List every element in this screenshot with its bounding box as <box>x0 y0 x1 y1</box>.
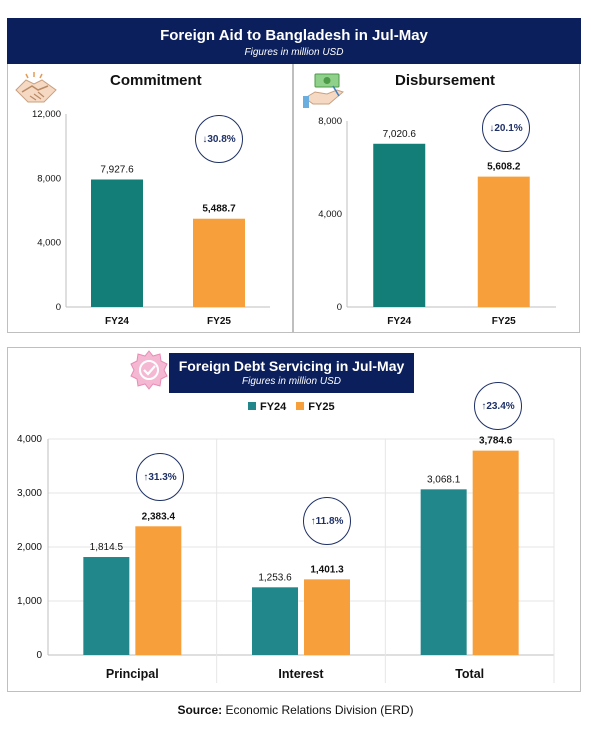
debt-value-label: 3,784.6 <box>479 436 513 447</box>
commitment-value-label: 5,488.7 <box>202 204 236 215</box>
money-hand-icon <box>303 73 344 108</box>
debt-bar-total-fy25 <box>472 450 519 655</box>
disbursement-value-label: 7,020.6 <box>383 129 417 140</box>
badge-check-icon <box>130 350 168 390</box>
disbursement-bar-fy24 <box>373 143 426 307</box>
debt-value-label: 2,383.4 <box>142 511 176 522</box>
debt-value-label: 3,068.1 <box>427 474 461 485</box>
aid-title: Foreign Aid to Bangladesh in Jul-May <box>160 27 428 44</box>
legend-fy25-label: FY25 <box>308 401 335 413</box>
disbursement-value-label: 5,608.2 <box>487 162 521 173</box>
debt-x-tick: Principal <box>106 667 159 681</box>
debt-x-tick: Total <box>455 667 484 681</box>
handshake-icon <box>15 72 57 103</box>
disbursement-y-tick: 4,000 <box>318 209 342 220</box>
commitment-x-tick: FY25 <box>207 316 231 327</box>
commitment-panel <box>7 64 293 333</box>
source-label: Source: <box>177 703 223 717</box>
legend-fy25: FY25 <box>296 401 335 413</box>
debt-y-tick: 2,000 <box>17 542 42 553</box>
debt-y-tick: 1,000 <box>17 596 42 607</box>
disbursement-y-tick: 8,000 <box>318 116 342 127</box>
debt-value-label: 1,401.3 <box>310 564 344 575</box>
debt-bar-principal-fy25 <box>135 526 182 655</box>
debt-bar-interest-fy25 <box>304 579 350 655</box>
commitment-bar-fy25 <box>193 218 245 307</box>
legend-fy24-swatch <box>248 402 256 410</box>
commitment-y-tick: 4,000 <box>37 238 61 249</box>
debt-value-label: 1,253.6 <box>258 572 292 583</box>
disbursement-panel <box>293 64 580 333</box>
debt-bar-principal-fy24 <box>83 557 130 655</box>
debt-x-tick: Interest <box>278 667 324 681</box>
debt-y-tick: 0 <box>36 650 42 661</box>
debt-banner: Foreign Debt Servicing in Jul-May Figure… <box>169 353 414 393</box>
debt-y-tick: 4,000 <box>17 434 42 445</box>
commitment-bar-fy24 <box>91 179 143 307</box>
commitment-x-tick: FY24 <box>105 316 129 327</box>
legend-fy24-label: FY24 <box>260 401 287 413</box>
debt-bar-total-fy24 <box>420 489 467 655</box>
disbursement-change-badge: ↓20.1% <box>482 104 530 152</box>
commitment-title: Commitment <box>110 72 202 89</box>
debt-y-tick: 3,000 <box>17 488 42 499</box>
disbursement-title: Disbursement <box>395 72 496 89</box>
interest-change-badge: ↑11.8% <box>303 497 351 545</box>
principal-change-badge: ↑31.3% <box>136 453 184 501</box>
debt-title: Foreign Debt Servicing in Jul-May <box>178 358 405 374</box>
debt-bar-interest-fy24 <box>252 587 298 655</box>
commitment-y-tick: 8,000 <box>37 173 61 184</box>
legend-fy25-swatch <box>296 402 305 410</box>
debt-subtitle: Figures in million USD <box>242 376 341 387</box>
disbursement-x-tick: FY25 <box>492 316 516 327</box>
source-note: Source: Economic Relations Division (ERD… <box>0 703 591 717</box>
debt-value-label: 1,814.5 <box>90 542 124 553</box>
debt-panel <box>7 347 581 692</box>
total-change-badge: ↑23.4% <box>474 382 522 430</box>
legend-fy24: FY24 <box>248 401 286 413</box>
source-text: Economic Relations Division (ERD) <box>225 703 414 717</box>
aid-subtitle: Figures in million USD <box>244 47 344 58</box>
commitment-value-label: 7,927.6 <box>100 164 134 175</box>
disbursement-x-tick: FY24 <box>387 316 411 327</box>
disbursement-y-tick: 0 <box>337 302 342 313</box>
commitment-y-tick: 0 <box>56 302 61 313</box>
commitment-change-badge: ↓30.8% <box>195 115 243 163</box>
commitment-y-tick: 12,000 <box>32 109 61 120</box>
aid-banner: Foreign Aid to Bangladesh in Jul-May Fig… <box>7 18 581 64</box>
legend: FY24 FY25 <box>248 401 335 413</box>
disbursement-bar-fy25 <box>477 176 530 307</box>
